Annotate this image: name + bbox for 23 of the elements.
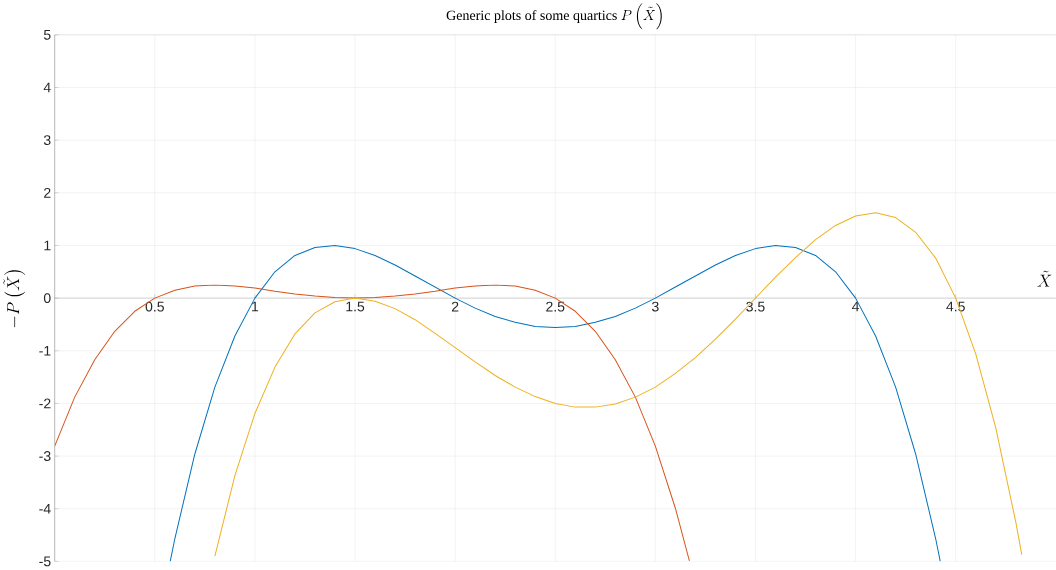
y-tick-label: -4 xyxy=(39,504,51,514)
y-tick-label: -5 xyxy=(39,556,51,567)
x-tick-label: 4 xyxy=(852,301,860,312)
x-tick-label: 1 xyxy=(252,301,259,312)
y-tick-label: 3 xyxy=(43,135,51,146)
x-tick-label: 0.5 xyxy=(145,301,164,312)
y-tick-label: 4 xyxy=(43,82,51,93)
y-tick-label: -1 xyxy=(39,346,51,356)
y-tick-label: 5 xyxy=(43,30,51,40)
x-tick-label: 1.5 xyxy=(346,301,365,312)
x-tick-label: 2 xyxy=(451,301,459,312)
y-tick-label: 2 xyxy=(44,188,51,198)
y-tick-label: 0 xyxy=(43,293,51,304)
y-tick-label: -3 xyxy=(39,451,51,462)
x-tick-label: 3 xyxy=(651,301,659,312)
y-tick-label: 1 xyxy=(44,240,51,251)
x-tick-label: 3.5 xyxy=(746,301,765,312)
chart-title: $\text{Generic plots of some quartics }P\left(\tilde{X}\right)$ xyxy=(446,3,662,30)
line-series xyxy=(54,284,690,562)
y-axis-title: $-P\left(\tilde{X}\right)$ xyxy=(3,270,26,328)
x-axis-title: $\tilde{X}$ xyxy=(1037,271,1052,287)
y-tick-label: -2 xyxy=(39,398,51,409)
x-tick-label: 2.5 xyxy=(546,301,565,312)
